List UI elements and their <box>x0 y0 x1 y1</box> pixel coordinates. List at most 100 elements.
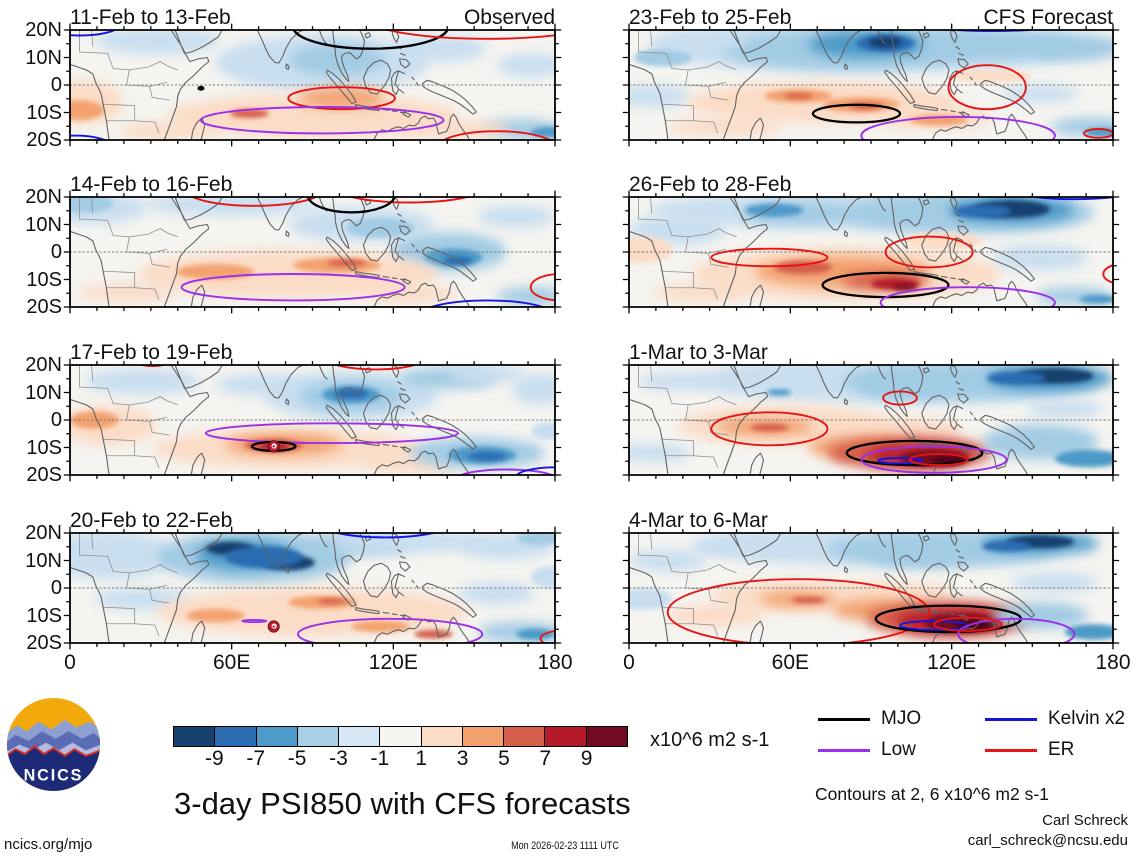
coastlines <box>629 533 1034 643</box>
map-17feb-19feb <box>63 358 562 482</box>
colorbar-cell <box>380 727 422 746</box>
coastlines <box>70 197 476 307</box>
lat-label: 10N <box>25 213 62 236</box>
panel-frame <box>70 30 555 140</box>
panel-title: 23-Feb to 25-Feb <box>629 6 792 29</box>
panel-frame <box>629 30 1113 140</box>
country-borders <box>79 533 177 636</box>
lon-label: 0 <box>623 651 635 674</box>
lat-label: 0 <box>50 577 62 599</box>
wave-legend: MJO Kelvin x2 Low ER <box>818 708 1125 761</box>
panel-14feb-16feb: 14-Feb to 16-Feb <box>63 170 562 314</box>
axis-ticks <box>63 358 562 482</box>
country-borders <box>79 197 177 300</box>
colorbar <box>173 726 628 747</box>
coastlines <box>70 533 476 643</box>
panel-header: 1-Mar to 3-Mar <box>629 338 1113 365</box>
colorbar-tick-label: 3 <box>456 747 469 770</box>
panel-header: 14-Feb to 16-Feb <box>70 170 555 197</box>
lon-label: 60E <box>771 651 810 674</box>
lon-label: 0 <box>64 651 76 674</box>
wave-contours <box>711 391 1006 472</box>
map-1mar-3mar <box>622 358 1120 482</box>
panel-header: 20-Feb to 22-Feb <box>70 506 555 533</box>
map-23feb-25feb <box>622 23 1120 147</box>
lat-label: 10S <box>26 436 62 459</box>
colorbar-tick-label: -7 <box>246 747 266 770</box>
colorbar-tick-label: 5 <box>498 747 510 770</box>
panel-4mar-6mar: 4-Mar to 6-Mar <box>622 506 1120 650</box>
legend-label: Kelvin x2 <box>1048 708 1126 729</box>
lat-label: 20S <box>26 464 62 486</box>
panel-header: 23-Feb to 25-Feb CFS Forecast <box>629 3 1113 30</box>
panel-26feb-28feb: 26-Feb to 28-Feb <box>622 170 1120 314</box>
colorbar-tick-label: 7 <box>539 747 552 770</box>
panel-frame <box>629 365 1113 475</box>
lat-label: 20N <box>25 186 62 208</box>
lat-label: 0 <box>50 409 62 431</box>
lat-label: 0 <box>50 241 62 263</box>
panel-17feb-19feb: 17-Feb to 19-Feb <box>63 338 562 482</box>
cyclone-marker <box>268 621 279 633</box>
colorbar-cell <box>545 727 587 746</box>
axis-ticks <box>622 526 1120 650</box>
lat-axis: 20N 10N 0 10S 20S <box>0 19 62 151</box>
legend-item-low: Low <box>818 739 985 761</box>
panel-header: 4-Mar to 6-Mar <box>629 506 1113 533</box>
colorbar-cell <box>339 727 381 746</box>
lat-label: 20N <box>25 19 62 41</box>
country-borders <box>638 197 736 300</box>
lon-label: 120E <box>368 651 418 674</box>
colorbar-units: x10^6 m2 s-1 <box>650 729 770 751</box>
author-email: carl_schreck@ncsu.edu <box>967 832 1128 849</box>
colorbar-cell <box>462 727 505 746</box>
panel-1mar-3mar: 1-Mar to 3-Mar <box>622 338 1120 482</box>
lat-label: 10S <box>26 101 62 124</box>
panel-frame <box>629 533 1113 643</box>
colorbar-tick-label: -9 <box>205 747 224 770</box>
legend-label: Low <box>881 739 916 760</box>
country-borders <box>79 365 177 468</box>
panel-title: 14-Feb to 16-Feb <box>70 173 233 196</box>
anomaly-blobs <box>629 365 1113 470</box>
coastlines <box>70 365 476 475</box>
legend-item-er: ER <box>985 739 1125 761</box>
colorbar-cell <box>421 727 463 746</box>
creation-timestamp: Mon 2026-02-23 1111 UTC <box>511 840 619 852</box>
colorbar-cell <box>586 727 627 746</box>
colorbar-tick-label: 1 <box>415 747 428 770</box>
panel-header: 11-Feb to 13-Feb Observed <box>70 3 555 30</box>
panel-header: 17-Feb to 19-Feb <box>70 338 555 365</box>
lat-label: 0 <box>50 74 62 96</box>
legend-label: ER <box>1048 739 1075 760</box>
map-14feb-16feb <box>63 190 562 314</box>
panel-frame <box>70 197 555 307</box>
legend-line-swatch <box>818 748 870 752</box>
figure-title: 3-day PSI850 with CFS forecasts <box>174 786 631 821</box>
wave-contours <box>711 168 1135 318</box>
panel-title: 11-Feb to 13-Feb <box>70 6 231 29</box>
colorbar-cell <box>504 727 546 746</box>
cyclone-marker <box>268 441 279 453</box>
wave-contours <box>182 170 589 332</box>
wave-contours <box>668 579 1075 649</box>
lat-label: 20S <box>26 129 62 151</box>
legend-item-kelvin-x2: Kelvin x2 <box>985 708 1125 730</box>
lat-label: 20N <box>25 522 62 544</box>
axis-ticks <box>622 23 1120 147</box>
lat-label: 10S <box>26 604 62 627</box>
axis-ticks <box>63 23 562 147</box>
lat-axis: 20N 10N 0 10S 20S <box>0 354 62 486</box>
lat-axis: 20N 10N 0 10S 20S <box>0 522 62 654</box>
ncics-logo: NCICS <box>6 697 101 792</box>
colorbar-tick-label: 9 <box>580 747 593 770</box>
map-26feb-28feb <box>622 190 1120 314</box>
lat-label: 20S <box>26 296 62 318</box>
map-11feb-13feb <box>63 23 562 147</box>
legend-item-mjo: MJO <box>818 708 985 730</box>
country-borders <box>79 30 177 133</box>
contour-note: Contours at 2, 6 x10^6 m2 s-1 <box>815 784 1049 804</box>
lat-label: 10S <box>26 268 62 291</box>
panel-title: 26-Feb to 28-Feb <box>629 173 792 196</box>
wave-contours <box>242 507 598 650</box>
